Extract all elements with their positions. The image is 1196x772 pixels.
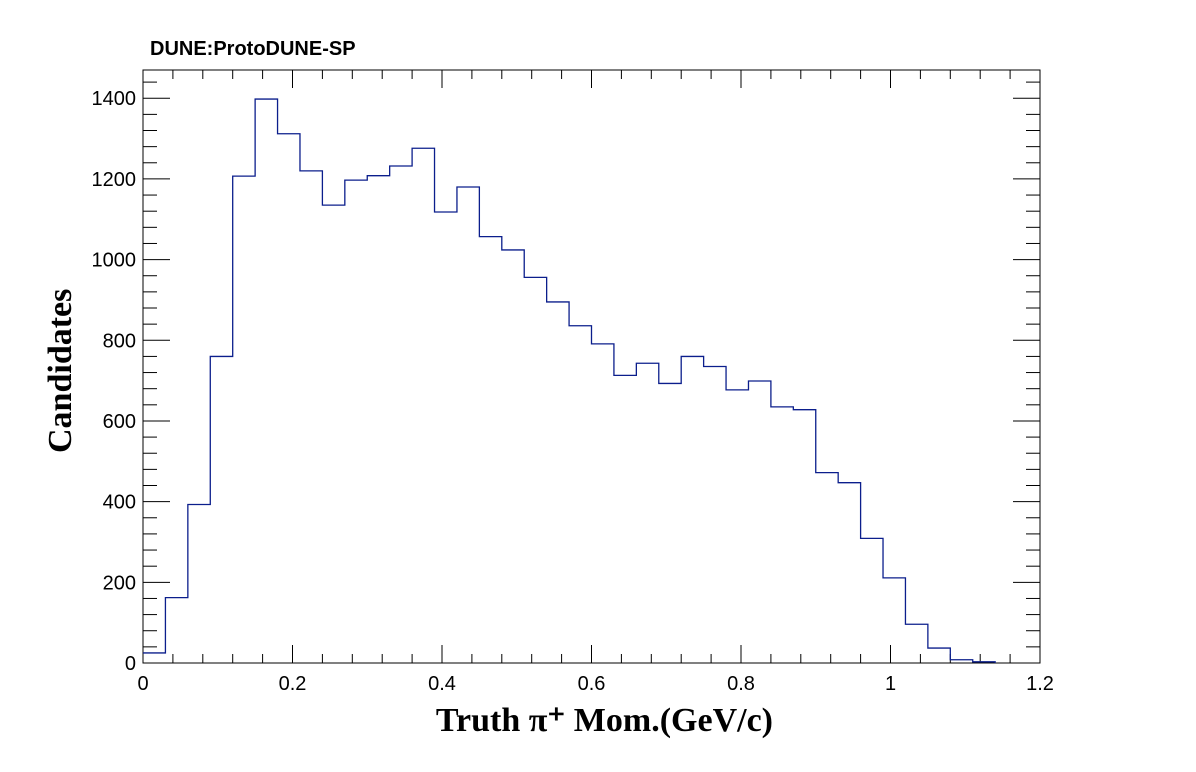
y-tick-label: 1000 [92, 250, 137, 272]
y-tick-label: 800 [103, 330, 136, 352]
y-tick-label: 600 [103, 411, 136, 433]
x-tick-label: 0.2 [279, 673, 307, 695]
x-tick-label: 1 [885, 673, 896, 695]
y-tick-label: 1200 [92, 169, 137, 191]
x-tick-label: 0 [137, 673, 148, 695]
histogram-line [143, 98, 996, 663]
plot-frame [142, 69, 1041, 664]
axis-ticks [142, 70, 1041, 664]
x-tick-label: 0.6 [578, 673, 606, 695]
y-tick-label: 400 [103, 492, 136, 514]
y-tick-label: 1400 [92, 88, 137, 110]
axis-tick-labels: 0 0.2 0.4 0.6 0.8 1 1.2 0 200 400 600 800 1000 1200 14… [92, 88, 1054, 695]
chart-title: DUNE:ProtoDUNE-SP [150, 38, 356, 60]
y-tick-label: 200 [103, 572, 136, 594]
y-axis-title: Candidates [42, 289, 79, 453]
x-tick-label: 0.4 [428, 673, 456, 695]
x-axis-title: Truth π⁺ Mom.(GeV/c) [436, 702, 773, 739]
y-tick-label: 0 [125, 653, 136, 675]
x-tick-label: 0.8 [727, 673, 755, 695]
x-tick-label: 1.2 [1026, 673, 1054, 695]
